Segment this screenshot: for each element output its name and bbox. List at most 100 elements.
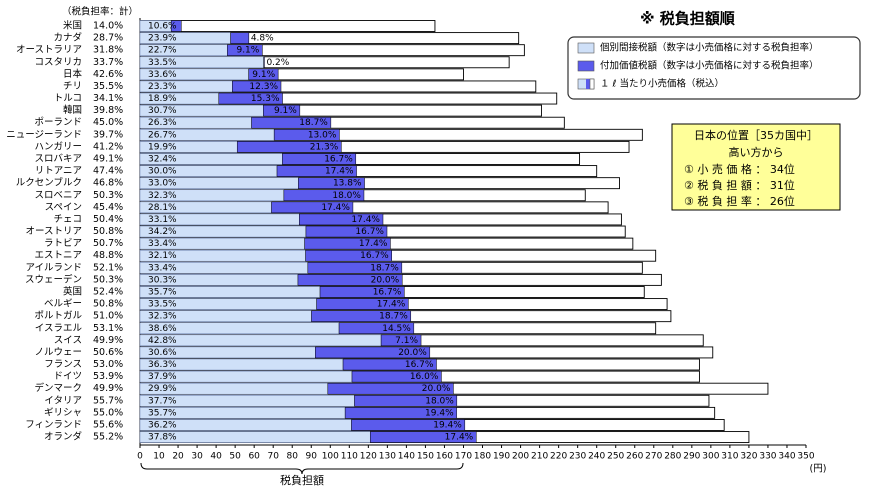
rate-label: 41.2% (93, 141, 123, 152)
x-tick-label: 0 (137, 452, 143, 462)
annotation-box (671, 123, 841, 211)
legend-box (567, 36, 861, 100)
category-label: ベルギー (44, 299, 82, 310)
x-tick-label: 20 (172, 452, 184, 462)
x-tick-label: 250 (607, 452, 624, 462)
vat-label: 16.7% (355, 227, 384, 237)
vat-label: 0.2% (266, 58, 289, 68)
rate-label: 55.0% (93, 407, 123, 418)
excise-label: 36.2% (148, 420, 177, 430)
category-label: ドイツ (53, 371, 82, 382)
excise-label: 33.4% (148, 263, 177, 273)
rate-label: 31.8% (93, 45, 123, 56)
legend-label: １ ℓ 当たり小売価格（税込） (600, 78, 724, 90)
category-label: ギリシャ (44, 407, 82, 418)
vat-label: 13.8% (333, 179, 362, 189)
vat-label: 7.1% (395, 336, 418, 346)
rate-label: 53.0% (93, 359, 123, 370)
rate-label: 34.1% (93, 93, 123, 104)
vat-bar (298, 177, 365, 189)
rate-label: 39.8% (93, 105, 123, 116)
x-tick-label: 330 (759, 452, 776, 462)
vat-label: 9.1% (252, 70, 275, 80)
rate-label: 47.4% (93, 166, 123, 177)
annotation-subtitle: 高い方から (729, 145, 784, 159)
category-label: 英国 (63, 285, 82, 297)
vat-bar (230, 32, 250, 44)
brace (140, 462, 464, 475)
vat-label: 17.4% (377, 300, 406, 310)
excise-label: 26.3% (148, 118, 177, 128)
rate-label: 33.7% (93, 57, 123, 68)
rate-label: 45.0% (93, 117, 123, 128)
category-label: ニュージーランド (6, 129, 82, 140)
vat-label: 16.7% (360, 251, 389, 261)
legend-swatch (586, 79, 590, 89)
excise-label: 42.8% (148, 336, 177, 346)
vat-bar (248, 68, 279, 81)
x-tick-label: 270 (645, 452, 662, 462)
rate-label: 55.7% (93, 395, 123, 406)
vat-label: 9.1% (274, 106, 297, 116)
vat-label: 14.5% (382, 324, 411, 334)
legend-swatch (589, 78, 595, 90)
x-tick-label: 310 (721, 452, 738, 462)
vat-bar (380, 334, 422, 347)
x-tick-label: 160 (436, 452, 453, 462)
rate-label: 50.3% (93, 274, 123, 285)
vat-label: 17.4% (359, 239, 388, 249)
legend-label: 付加価値税額（数字は小売価格に対する税負担率） (600, 60, 819, 72)
rate-label: 49.1% (93, 153, 123, 164)
rate-label: 50.8% (93, 226, 123, 237)
vat-bar (297, 274, 403, 286)
rate-label: 50.3% (93, 190, 123, 201)
legend-swatch (577, 42, 595, 54)
rate-label: 46.8% (93, 178, 123, 189)
excise-label: 18.9% (148, 94, 177, 104)
vat-bar (307, 262, 403, 274)
excise-label: 32.3% (148, 312, 177, 322)
excise-label: 36.3% (148, 360, 177, 370)
category-label: アイルランド (25, 262, 82, 273)
vat-label: 17.4% (351, 215, 380, 225)
vat-bar (236, 141, 342, 153)
excise-label: 33.0% (148, 179, 177, 189)
x-tick-label: 320 (740, 452, 757, 462)
excise-label: 19.9% (148, 142, 177, 152)
vat-label: 20.0% (398, 348, 427, 358)
excise-label: 37.8% (148, 433, 177, 443)
vat-label: 16.7% (324, 154, 353, 164)
rate-label: 28.7% (93, 33, 123, 44)
vat-bar (283, 189, 365, 202)
x-tick-label: 60 (248, 452, 260, 462)
category-label: リトアニア (35, 166, 82, 177)
excise-label: 37.9% (148, 372, 177, 382)
x-tick-label: 260 (626, 452, 643, 462)
x-tick-label: 300 (702, 452, 719, 462)
vat-label: 15.3% (251, 94, 280, 104)
category-label: オーストラリア (16, 45, 82, 56)
excise-label: 33.4% (148, 239, 177, 249)
vat-bar (354, 395, 458, 407)
category-label: ポーランド (34, 117, 82, 128)
category-label: スペイン (45, 202, 82, 213)
vat-bar (282, 153, 357, 165)
excise-label: 32.4% (148, 154, 177, 164)
vat-bar (304, 237, 391, 250)
rate-label: 55.6% (93, 419, 123, 430)
annotation-line: ① 小 売 価 格 ： 34位 (684, 162, 795, 176)
vat-label: 19.4% (425, 408, 454, 418)
excise-label: 23.9% (148, 34, 177, 44)
category-label: オランダ (44, 431, 83, 443)
x-tick-label: 230 (569, 452, 586, 462)
rate-label: 55.2% (93, 432, 123, 443)
vat-bar (263, 56, 265, 69)
category-label: フィンランド (25, 419, 82, 430)
x-tick-label: 340 (778, 452, 795, 462)
rate-label: 52.1% (93, 262, 123, 273)
vat-bar (271, 201, 354, 214)
header: （税負担率：計） (62, 6, 138, 18)
category-label: コスタリカ (34, 57, 82, 68)
rate-label: 35.5% (93, 81, 123, 92)
